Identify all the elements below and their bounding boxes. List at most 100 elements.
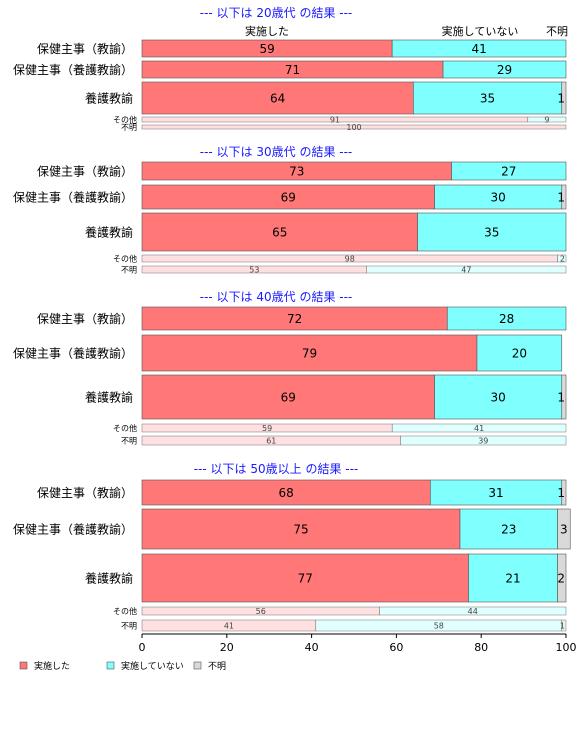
data-label: 35 — [480, 92, 495, 106]
panel-title: --- 以下は 30歳代 の結果 --- — [200, 145, 353, 159]
data-label: 56 — [256, 607, 266, 616]
panel-title: --- 以下は 20歳代 の結果 --- — [200, 6, 353, 20]
data-label: 35 — [484, 226, 499, 240]
legend-label: 不明 — [208, 661, 226, 672]
x-tick-label: 20 — [220, 641, 234, 654]
column-header: 実施していない — [442, 24, 519, 38]
data-label: 75 — [293, 523, 308, 537]
data-label: 47 — [461, 266, 471, 275]
data-label: 41 — [471, 42, 486, 56]
bar-segment — [557, 508, 571, 550]
bar-segment — [141, 553, 469, 603]
bar-segment — [141, 479, 431, 506]
legend-swatch — [193, 661, 202, 670]
data-label: 91 — [330, 116, 340, 125]
category-label: 不明 — [121, 266, 137, 275]
data-label: 44 — [468, 607, 478, 616]
bar-segment — [391, 423, 567, 433]
data-label: 72 — [287, 312, 302, 326]
bar-segment — [141, 212, 418, 252]
bar-segment — [446, 306, 567, 331]
data-label: 2 — [557, 572, 565, 586]
category-label: 不明 — [121, 622, 137, 631]
data-label: 79 — [302, 347, 317, 361]
data-label: 29 — [497, 63, 512, 77]
column-header: 実施した — [245, 24, 289, 38]
data-label: 77 — [298, 572, 313, 586]
bar-segment — [527, 116, 567, 123]
bar-segment — [459, 508, 558, 550]
data-label: 59 — [259, 42, 274, 56]
data-label: 28 — [499, 312, 514, 326]
category-label: その他 — [113, 115, 137, 125]
legend-label: 実施した — [34, 660, 70, 672]
data-label: 27 — [501, 165, 516, 179]
data-label: 73 — [289, 165, 304, 179]
data-label: 9 — [544, 116, 549, 125]
data-label: 98 — [345, 255, 355, 264]
category-label: その他 — [113, 423, 137, 433]
legend-swatch — [19, 661, 28, 670]
data-label: 1 — [560, 622, 565, 631]
legend-swatch — [106, 661, 115, 670]
category-label: 保健主事（養護教諭） — [13, 62, 133, 77]
bar-segment — [141, 81, 414, 115]
data-label: 30 — [491, 391, 506, 405]
data-label: 31 — [488, 486, 503, 500]
category-label: その他 — [113, 606, 137, 616]
data-label: 1 — [557, 391, 565, 405]
category-label: 不明 — [121, 123, 137, 132]
bar-segment — [476, 334, 563, 372]
data-label: 58 — [434, 622, 444, 631]
data-label: 21 — [505, 572, 520, 586]
category-label: その他 — [113, 254, 137, 264]
x-tick-label: 60 — [389, 641, 403, 654]
bar-segment — [442, 60, 567, 79]
column-header: 不明 — [546, 25, 568, 38]
category-label: 保健主事（教諭） — [37, 164, 133, 179]
bar-segment — [557, 553, 567, 603]
category-label: 養護教諭 — [85, 225, 133, 240]
category-label: 養護教諭 — [85, 91, 133, 106]
bar-segment — [451, 161, 567, 181]
bar-segment — [434, 374, 563, 420]
bar-segment — [434, 184, 563, 210]
x-tick-label: 100 — [556, 641, 577, 654]
data-label: 41 — [224, 622, 234, 631]
x-tick-label: 0 — [139, 641, 146, 654]
data-label: 61 — [266, 437, 276, 446]
bar-segment — [417, 212, 567, 252]
bar-segment — [561, 619, 567, 632]
data-label: 68 — [279, 486, 294, 500]
category-label: 保健主事（養護教諭） — [13, 522, 133, 537]
data-label: 1 — [557, 92, 565, 106]
bar-segment — [366, 265, 567, 274]
bar-segment — [400, 435, 567, 446]
data-label: 30 — [491, 191, 506, 205]
data-label: 100 — [346, 123, 361, 132]
category-label: 養護教諭 — [85, 390, 133, 405]
x-tick-label: 40 — [305, 641, 319, 654]
category-label: 保健主事（養護教諭） — [13, 346, 133, 361]
panel-title: --- 以下は 50歳以上 の結果 --- — [194, 462, 359, 476]
data-label: 71 — [285, 63, 300, 77]
data-label: 20 — [512, 347, 527, 361]
bar-segment — [468, 553, 558, 603]
data-label: 2 — [560, 255, 565, 264]
bar-segment — [379, 606, 567, 616]
data-label: 64 — [270, 92, 285, 106]
panel-title: --- 以下は 40歳代 の結果 --- — [200, 290, 353, 304]
data-label: 1 — [557, 191, 565, 205]
data-label: 53 — [249, 266, 259, 275]
bar-segment — [141, 374, 435, 420]
bar-segment — [391, 39, 567, 58]
category-label: 不明 — [121, 437, 137, 446]
data-label: 39 — [478, 437, 488, 446]
category-label: 保健主事（教諭） — [37, 311, 133, 326]
category-label: 保健主事（教諭） — [37, 485, 133, 500]
bar-segment — [561, 81, 567, 115]
data-label: 69 — [281, 191, 296, 205]
data-label: 41 — [474, 424, 484, 433]
x-tick-label: 80 — [474, 641, 488, 654]
bar-segment — [141, 184, 435, 210]
